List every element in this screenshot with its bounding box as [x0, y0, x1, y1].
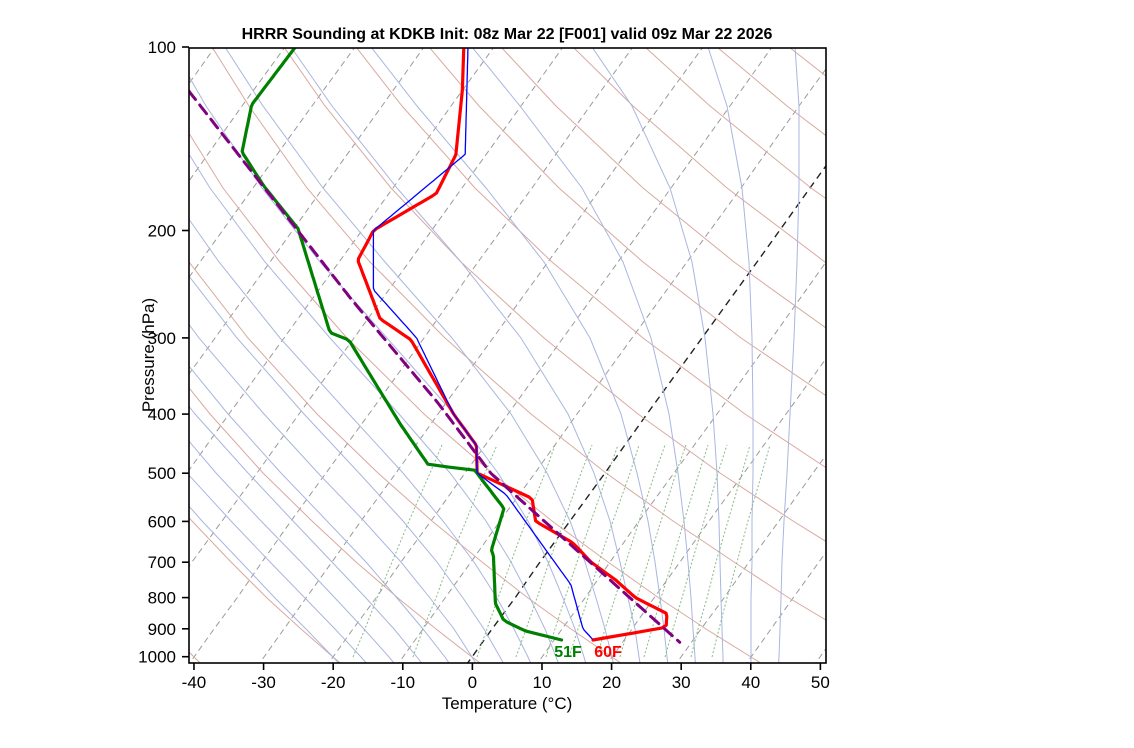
svg-text:600: 600	[148, 512, 176, 531]
svg-text:-30: -30	[251, 673, 276, 692]
svg-text:Temperature (°C): Temperature (°C)	[442, 694, 573, 713]
svg-text:800: 800	[148, 589, 176, 608]
svg-text:0: 0	[468, 673, 477, 692]
svg-text:51F: 51F	[554, 644, 582, 661]
svg-text:1000: 1000	[138, 648, 176, 667]
svg-text:60F: 60F	[594, 644, 622, 661]
svg-text:100: 100	[148, 38, 176, 57]
svg-text:700: 700	[148, 553, 176, 572]
svg-text:200: 200	[148, 222, 176, 241]
svg-text:900: 900	[148, 620, 176, 639]
svg-text:30: 30	[672, 673, 691, 692]
svg-text:-10: -10	[390, 673, 415, 692]
svg-text:50: 50	[811, 673, 830, 692]
svg-text:40: 40	[741, 673, 760, 692]
svg-text:500: 500	[148, 464, 176, 483]
svg-text:20: 20	[602, 673, 621, 692]
svg-text:Pressure (hPa): Pressure (hPa)	[139, 298, 158, 412]
svg-text:10: 10	[533, 673, 552, 692]
svg-text:HRRR Sounding at KDKB Init: 08: HRRR Sounding at KDKB Init: 08z Mar 22 […	[242, 26, 773, 43]
svg-text:-20: -20	[321, 673, 346, 692]
svg-text:-40: -40	[182, 673, 207, 692]
